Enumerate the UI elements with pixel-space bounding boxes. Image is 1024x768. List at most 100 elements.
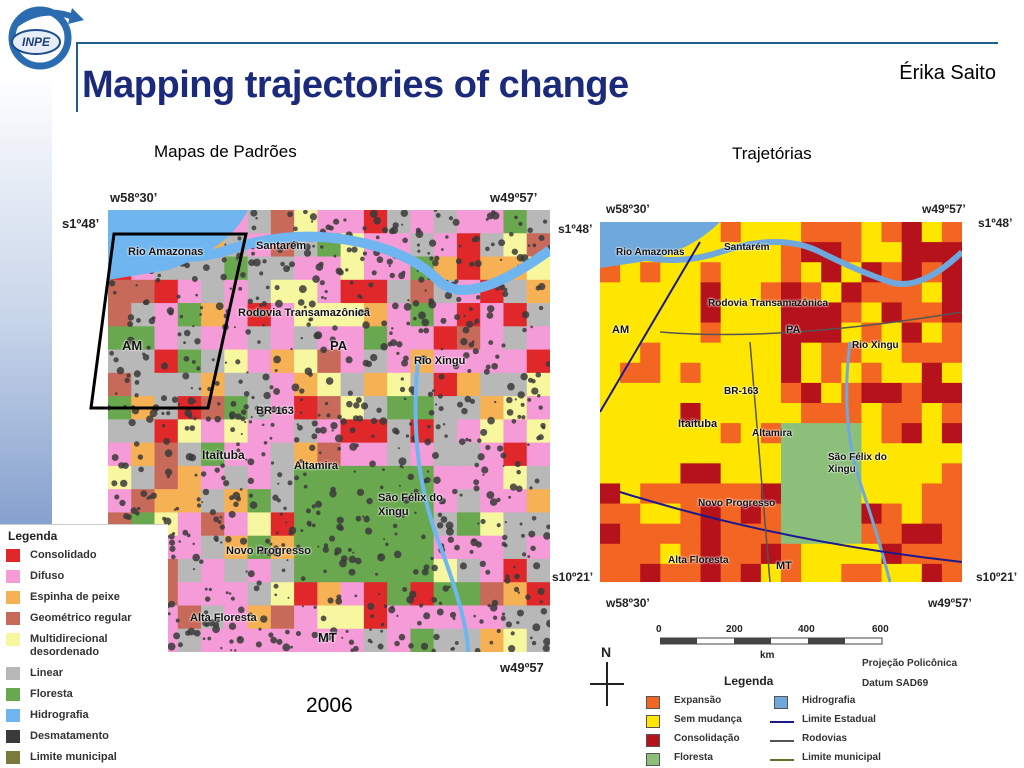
left-place-br163: BR-163 [256, 405, 294, 417]
scale-bar [660, 637, 883, 645]
left-place-alta-floresta: Alta Floresta [190, 612, 257, 624]
north-label: N [601, 644, 612, 660]
right-coord-bottom-right: w49º57’ [928, 596, 972, 610]
right-legend-marker [774, 696, 788, 709]
left-legend-label: Espinha de peixe [30, 591, 120, 603]
right-legend-swatch [646, 715, 660, 728]
header-rule [78, 42, 998, 44]
left-place-altamira: Altamira [294, 460, 339, 472]
projection-label: Projeção Policônica [862, 658, 958, 669]
right-place-itaituba: Itaituba [678, 418, 718, 430]
left-map-year: 2006 [306, 694, 353, 717]
right-place-mt: MT [776, 560, 792, 572]
right-place-alta-floresta: Alta Floresta [668, 555, 729, 566]
right-legend-label: Floresta [674, 752, 713, 763]
left-pattern-map [108, 210, 550, 652]
right-place-altamira: Altamira [752, 428, 793, 439]
right-place-br163: BR-163 [724, 386, 759, 397]
scale-tick-600: 600 [872, 624, 889, 635]
right-legend-swatch [646, 696, 660, 709]
right-place-pa: PA [786, 324, 801, 336]
scale-unit: km [760, 650, 775, 661]
scale-tick-400: 400 [798, 624, 815, 635]
title-vertical-rule [76, 42, 78, 112]
left-coord-top-left: w58º30’ [110, 190, 158, 205]
left-place-rodovia: Rodovia Transamazônica [238, 307, 371, 319]
left-legend-label: Desmatamento [30, 730, 109, 742]
right-coord-lat-bottom-left: s10º21’ [552, 570, 594, 584]
right-legend-label: Sem mudança [674, 714, 742, 725]
right-legend-label: Hidrografia [802, 695, 856, 706]
left-legend-label: Difuso [30, 570, 65, 582]
right-coord-top-left: w58º30’ [606, 202, 650, 216]
right-coord-top-right: w49º57’ [922, 202, 966, 216]
left-legend: Legenda Consolidado Difuso Espinha de peix… [0, 524, 168, 768]
left-legend-swatch [6, 688, 20, 701]
right-coord-lat-top-left: s1º48’ [558, 222, 593, 236]
left-place-novo-progresso: Novo Progresso [226, 545, 311, 557]
left-coord-top-right: w49º57’ [490, 190, 538, 205]
right-legend-marker [770, 740, 794, 742]
left-place-am: AM [122, 338, 143, 353]
inpe-logo: INPE [8, 6, 84, 70]
right-place-rio-xingu: Rio Xingu [852, 340, 899, 351]
author-name: Érika Saito [899, 62, 996, 84]
left-place-sao-felix: São Félix do Xingu [378, 492, 443, 518]
right-legend-marker [770, 759, 794, 761]
right-legend-swatch [646, 734, 660, 747]
right-legend-marker [770, 721, 794, 723]
left-place-rio-amazonas: Rio Amazonas [128, 246, 204, 258]
left-legend-swatch [6, 549, 20, 562]
left-place-pa: PA [330, 338, 348, 353]
left-place-santarem: Santarém [256, 240, 307, 252]
right-legend-label: Limite municipal [802, 752, 881, 763]
right-place-novo-progresso: Novo Progresso [698, 498, 776, 509]
left-legend-label: Geométrico regular [30, 612, 132, 624]
left-coord-lat-top: s1º48’ [62, 216, 100, 231]
left-legend-label: Limite municipal [30, 751, 117, 763]
right-coord-bottom-left: w58º30’ [606, 596, 650, 610]
left-legend-title: Legenda [8, 529, 58, 543]
right-trajectory-map [600, 222, 962, 582]
datum-label: Datum SAD69 [862, 678, 929, 689]
left-legend-label: Consolidado [30, 549, 97, 561]
left-place-rio-xingu: Rio Xingu [414, 355, 466, 367]
right-legend-swatch [646, 753, 660, 766]
right-coord-lat-bottom-right: s10º21’ [976, 570, 1018, 584]
left-legend-swatch [6, 633, 20, 646]
left-legend-swatch [6, 667, 20, 680]
right-legend-title: Legenda [724, 674, 774, 688]
right-place-santarem: Santarém [724, 242, 770, 253]
left-map-caption: Mapas de Padrões [154, 142, 297, 161]
left-place-itaituba: Itaituba [202, 448, 245, 462]
scale-tick-0: 0 [656, 624, 662, 635]
logo-text: INPE [22, 35, 51, 49]
left-legend-swatch [6, 612, 20, 625]
left-legend-swatch [6, 709, 20, 722]
right-place-am: AM [612, 324, 630, 336]
scale-tick-200: 200 [726, 624, 743, 635]
left-map-grid [108, 210, 550, 652]
left-legend-label: Multidirecional desordenado [30, 633, 108, 658]
right-map-caption: Trajetórias [732, 144, 812, 163]
right-legend-label: Expansão [674, 695, 722, 706]
north-arrow-icon [590, 662, 624, 706]
left-coord-bottom-right: w49º57 [500, 660, 544, 675]
right-legend-label: Rodovias [802, 733, 848, 744]
left-legend-label: Floresta [30, 688, 73, 700]
right-place-rodovia: Rodovia Transamazônica [708, 298, 829, 309]
left-place-mt: MT [318, 630, 337, 645]
right-legend-label: Limite Estadual [802, 714, 876, 725]
right-place-rio-amazonas: Rio Amazonas [616, 247, 685, 258]
right-legend-label: Consolidação [674, 733, 740, 744]
right-map-grid [600, 222, 962, 582]
left-legend-swatch [6, 751, 20, 764]
left-legend-swatch [6, 570, 20, 583]
left-legend-label: Hidrografia [30, 709, 89, 721]
left-legend-swatch [6, 591, 20, 604]
left-study-box [89, 232, 248, 410]
slide-title: Mapping trajectories of change [82, 64, 629, 106]
right-place-sao-felix: São Félix do Xingu [828, 452, 887, 475]
left-legend-label: Linear [30, 667, 64, 679]
